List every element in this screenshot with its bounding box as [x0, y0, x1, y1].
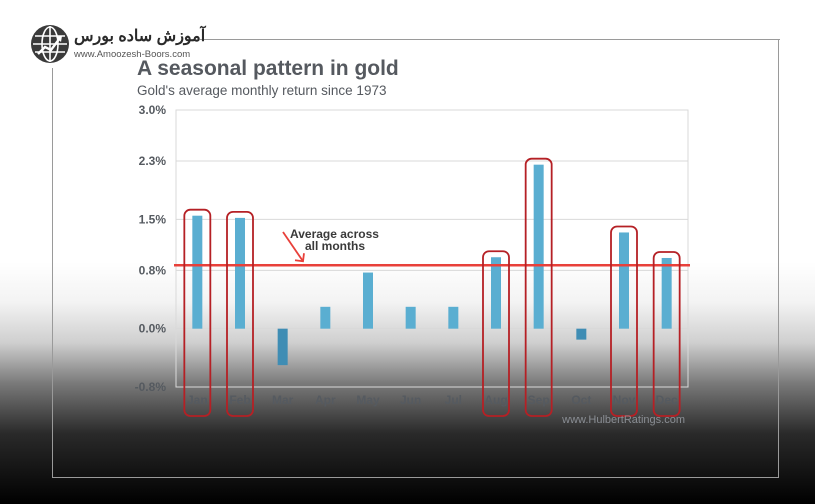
bar-sep [533, 164, 544, 329]
logo-title: آموزش ساده بورس [74, 28, 206, 45]
y-axis: 3.0% 2.3% 1.5% 0.8% 0.0% -0.8% [135, 103, 167, 394]
y-tick-label: 2.3% [139, 154, 167, 168]
y-tick-label: 3.0% [139, 103, 167, 117]
bars [192, 164, 672, 366]
bar-nov [619, 232, 629, 329]
chart-subtitle: Gold's average monthly return since 1973 [137, 83, 387, 98]
image-frame [52, 40, 779, 478]
bar-apr [320, 306, 331, 329]
bar-jan [192, 215, 203, 329]
bar-jun [405, 306, 416, 329]
y-tick-label: -0.8% [135, 380, 167, 394]
highlight-boxes [183, 157, 681, 417]
x-axis: Jan Feb Mar Apr May Jun Jul Aug Sep Oct Nov Dec [187, 393, 678, 407]
bar-may [363, 272, 373, 329]
y-tick-label: 1.5% [139, 212, 167, 226]
highlight-box-feb [226, 210, 254, 417]
x-tick-label-oct: Oct [571, 393, 591, 407]
x-tick-label-apr: Apr [315, 393, 336, 407]
bar-jul [448, 306, 459, 329]
x-tick-label-mar: Mar [272, 393, 294, 407]
frame-top-border [200, 39, 780, 40]
chart-title: A seasonal pattern in gold [137, 57, 399, 80]
x-tick-label-feb: Feb [229, 393, 250, 407]
x-tick-label-jun: Jun [400, 393, 421, 407]
site-logo[interactable]: آموزش ساده بورس www.Amoozesh-Boors.com [28, 22, 205, 68]
average-arrow-head [294, 253, 305, 263]
average-label-line2: all months [305, 239, 365, 253]
bar-feb [235, 217, 245, 329]
x-tick-label-jul: Jul [445, 393, 462, 407]
highlight-box-dec [652, 251, 681, 417]
highlight-box-nov [610, 225, 638, 417]
x-tick-label-jan: Jan [187, 393, 208, 407]
bar-dec [661, 257, 672, 329]
source-credit: www.HulbertRatings.com [561, 414, 685, 426]
highlight-box-aug [482, 250, 510, 417]
x-tick-label-may: May [356, 393, 380, 407]
logo-url: www.Amoozesh-Boors.com [74, 49, 191, 60]
x-tick-label-dec: Dec [656, 393, 678, 407]
highlight-box-jan [183, 208, 212, 417]
bar-mar [277, 328, 288, 366]
bar-oct [576, 328, 587, 340]
average-arrow [282, 231, 304, 262]
x-tick-label-nov: Nov [613, 393, 636, 407]
y-tick-label: 0.0% [139, 322, 167, 336]
average-line-group: Average across all months [174, 227, 690, 267]
x-tick-label-aug: Aug [484, 393, 507, 407]
average-label-line1: Average across [290, 227, 379, 241]
y-tick-label: 0.8% [139, 263, 167, 277]
highlight-box-sep [524, 157, 553, 417]
globe-chart-icon [31, 25, 69, 63]
grid-lines [175, 109, 689, 388]
x-tick-label-sep: Sep [528, 393, 550, 407]
bar-aug [491, 257, 501, 329]
